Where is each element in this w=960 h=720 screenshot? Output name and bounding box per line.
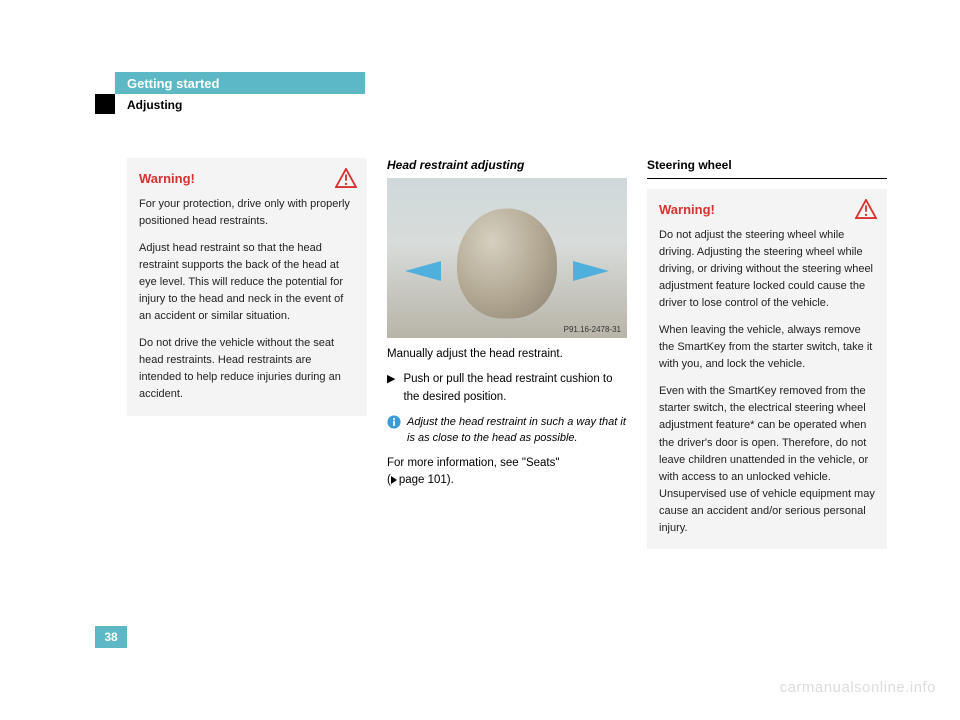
- warning-title: Warning!: [139, 171, 195, 186]
- arrow-left-icon: [405, 261, 441, 281]
- section-header: Getting started: [115, 72, 365, 94]
- warning-header: Warning!: [127, 158, 367, 194]
- figure-code: P91.16-2478-31: [564, 325, 621, 334]
- info-tip: Adjust the head restraint in such a way …: [387, 414, 627, 447]
- play-bullet-icon: ▶: [387, 371, 395, 406]
- divider: [647, 178, 887, 179]
- warning-triangle-icon: [855, 199, 877, 219]
- column-2: Head restraint adjusting P91.16-2478-31 …: [387, 158, 627, 549]
- info-icon: [387, 415, 401, 429]
- warning-title: Warning!: [659, 202, 715, 217]
- column-1: Warning! For your protection, drive only…: [127, 158, 367, 549]
- warning-p3: Even with the SmartKey removed from the …: [659, 383, 875, 536]
- warning-p1: For your protection, drive only with pro…: [139, 196, 355, 230]
- warning-p2: Adjust head restraint so that the head r…: [139, 240, 355, 325]
- page-ref-arrow-icon: [391, 476, 397, 484]
- bullet-text: Push or pull the head restraint cushion …: [403, 371, 627, 406]
- col2-heading: Head restraint adjusting: [387, 158, 627, 172]
- arrow-right-icon: [573, 261, 609, 281]
- section-title: Getting started: [127, 76, 219, 91]
- headrest-shape: [457, 209, 557, 319]
- side-marker: [95, 94, 115, 114]
- more-info: For more information, see "Seats" (page …: [387, 455, 627, 490]
- page-number-value: 38: [104, 630, 117, 644]
- warning-body: For your protection, drive only with pro…: [127, 194, 367, 416]
- warning-body: Do not adjust the steering wheel while d…: [647, 225, 887, 549]
- more-info-1: For more information, see "Seats": [387, 457, 559, 469]
- figure-caption: Manually adjust the head restraint.: [387, 346, 627, 363]
- warning-box-steering: Warning! Do not adjust the steering whee…: [647, 189, 887, 549]
- warning-p1: Do not adjust the steering wheel while d…: [659, 227, 875, 312]
- col2-body: Manually adjust the head restraint. ▶ Pu…: [387, 346, 627, 489]
- manual-page: Getting started Adjusting Warning! For y…: [0, 0, 960, 720]
- warning-p3: Do not drive the vehicle without the sea…: [139, 335, 355, 403]
- col3-heading: Steering wheel: [647, 158, 887, 172]
- watermark: carmanualsonline.info: [780, 679, 936, 696]
- content-columns: Warning! For your protection, drive only…: [127, 158, 887, 549]
- warning-box-headrest: Warning! For your protection, drive only…: [127, 158, 367, 416]
- warning-p2: When leaving the vehicle, always remove …: [659, 322, 875, 373]
- warning-header: Warning!: [647, 189, 887, 225]
- warning-triangle-icon: [335, 168, 357, 188]
- more-info-2: page 101).: [399, 474, 454, 486]
- page-number: 38: [95, 626, 127, 648]
- headrest-figure: P91.16-2478-31: [387, 178, 627, 338]
- subsection-title: Adjusting: [127, 98, 182, 112]
- tip-text: Adjust the head restraint in such a way …: [407, 414, 627, 447]
- column-3: Steering wheel Warning! Do not adjust th…: [647, 158, 887, 549]
- instruction-bullet: ▶ Push or pull the head restraint cushio…: [387, 371, 627, 406]
